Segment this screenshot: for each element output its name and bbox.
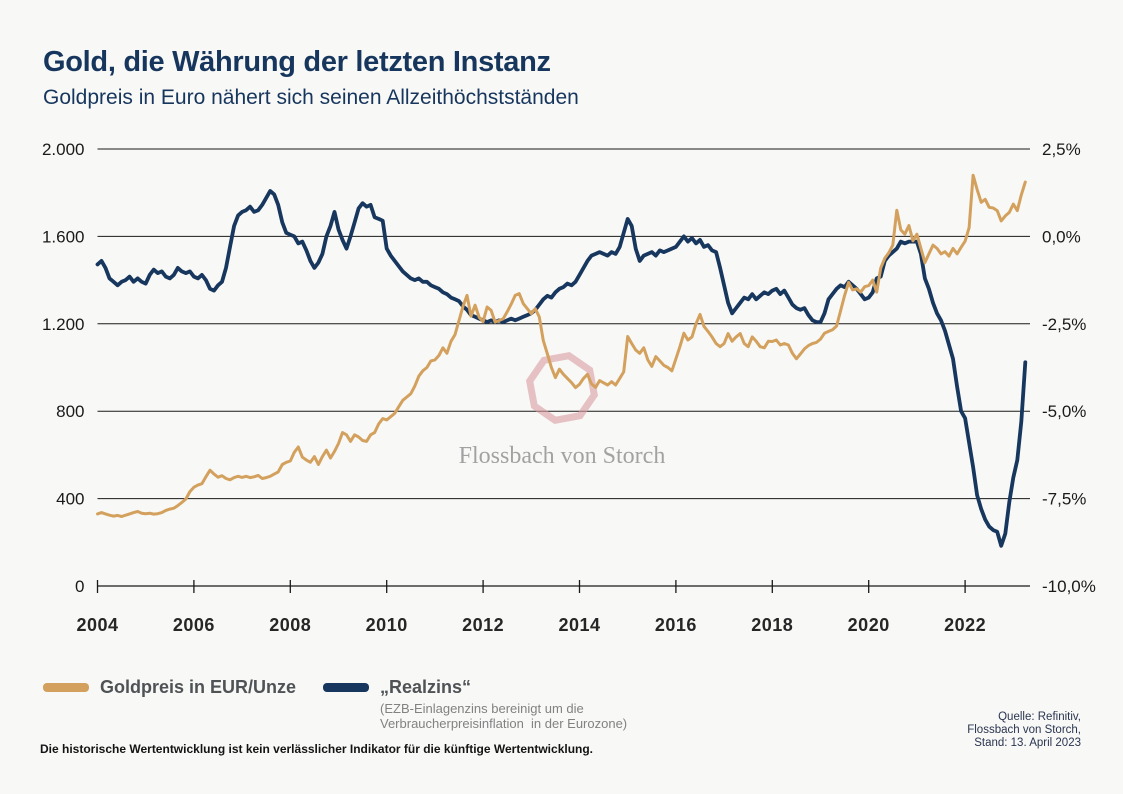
- left-axis-tick-label: 1.600: [42, 227, 85, 246]
- x-axis-tick-label: 2004: [76, 615, 118, 635]
- legend-realzins-textblock: „Realzins“ (EZB-Einlagenzins bereinigt u…: [369, 677, 628, 731]
- page-subtitle: Goldpreis in Euro nähert sich seinen All…: [43, 86, 579, 109]
- source-attribution: Quelle: Refinitiv, Flossbach von Storch,…: [967, 711, 1081, 750]
- legend-note-line1: (EZB-Einlagenzins bereinigt um die: [380, 700, 584, 716]
- right-axis-tick-label: 0,0%: [1042, 227, 1081, 246]
- series-line-realzins: [95, 189, 1028, 548]
- left-axis-tick-label: 0: [75, 577, 84, 596]
- x-axis-tick-label: 2018: [751, 615, 793, 635]
- source-line-2: Flossbach von Storch,: [967, 724, 1081, 736]
- x-axis-tick-label: 2010: [366, 615, 408, 635]
- legend-label-goldpreis: Goldpreis in EUR/Unze: [100, 677, 297, 697]
- gridlines: [96, 148, 1030, 593]
- right-axis-tick-label: -2,5%: [1042, 315, 1086, 334]
- right-axis-tick-label: 2,5%: [1042, 140, 1081, 159]
- x-axis-tick-label: 2022: [944, 615, 986, 635]
- realzins-series-swatch-icon: [323, 683, 369, 692]
- watermark-logo: [525, 351, 599, 425]
- legend-item-goldpreis: Goldpreis in EUR/Unze: [43, 677, 297, 698]
- source-line-3: Stand: 13. April 2023: [974, 737, 1081, 749]
- x-axis-tick-label: 2006: [173, 615, 215, 635]
- left-axis-tick-label: 800: [56, 402, 84, 421]
- left-axis-tick-label: 400: [56, 490, 84, 509]
- right-axis-tick-label: -5,0%: [1042, 402, 1086, 421]
- gold-series-swatch-icon: [43, 683, 89, 692]
- legend-item-realzins: „Realzins“ (EZB-Einlagenzins bereinigt u…: [323, 677, 628, 731]
- left-axis-tick-label: 1.200: [42, 315, 85, 334]
- page-title: Gold, die Währung der letzten Instanz: [43, 46, 551, 78]
- x-axis-tick-label: 2008: [269, 615, 311, 635]
- x-axis-tick-label: 2014: [558, 615, 600, 635]
- axis-labels: 2.000 1.600 1.200 800 400 0 2,5% 0,0% -2,5% -5,0%…: [42, 140, 1096, 635]
- series-lines: [95, 173, 1028, 548]
- watermark-text: Flossbach von Storch: [459, 443, 666, 469]
- right-axis-tick-label: -7,5%: [1042, 490, 1086, 509]
- left-axis-tick-label: 2.000: [42, 140, 85, 159]
- disclaimer-text: Die historische Wertentwicklung ist kein…: [40, 742, 594, 756]
- x-axis-tick-label: 2020: [848, 615, 890, 635]
- legend-note-line2: Verbraucherpreisinflation in der Eurozon…: [380, 715, 628, 731]
- x-axis-tick-label: 2012: [462, 615, 504, 635]
- x-axis-tick-label: 2016: [655, 615, 697, 635]
- series-line-goldpreis: [96, 173, 1027, 518]
- right-axis-tick-label: -10,0%: [1042, 577, 1096, 596]
- octagon-logo-icon: [525, 351, 599, 425]
- legend-label-realzins: „Realzins“: [380, 677, 472, 697]
- source-line-1: Quelle: Refinitiv,: [998, 711, 1081, 723]
